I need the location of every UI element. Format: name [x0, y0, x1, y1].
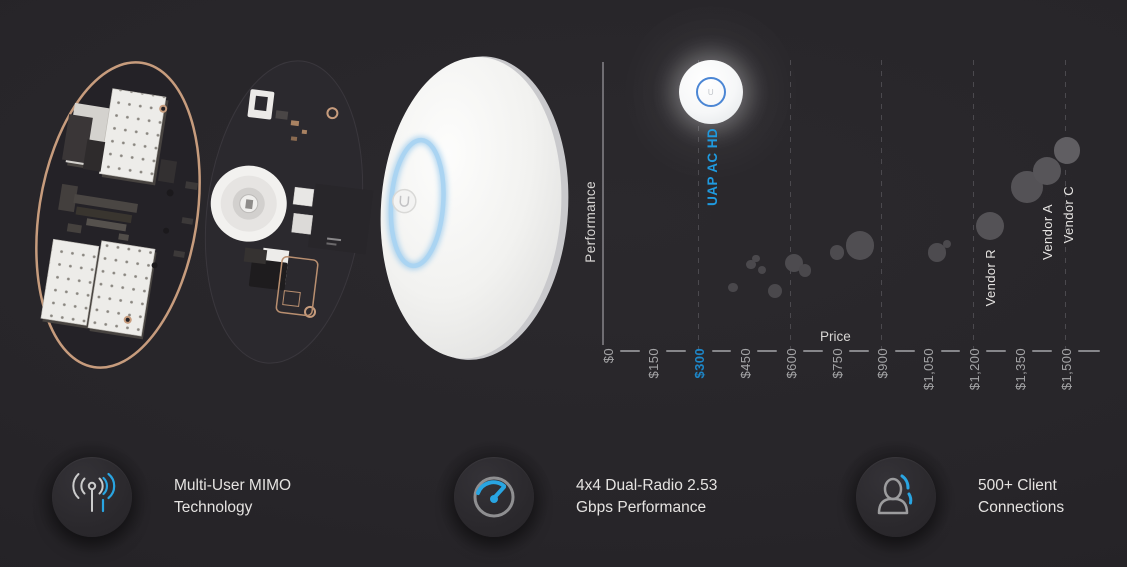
chart-gridline	[698, 60, 700, 352]
x-tick-label: $150	[646, 348, 662, 379]
x-tick-label: $0	[600, 348, 616, 364]
competitor-bubble	[784, 253, 803, 272]
competitor-bubble	[927, 243, 947, 262]
competitor-bubble	[752, 254, 760, 263]
competitor-bubble	[746, 259, 756, 270]
x-axis-dash	[986, 350, 1007, 352]
feature-mimo: Multi-User MIMO Technology	[34, 439, 291, 555]
x-axis-label: Price	[820, 329, 851, 344]
price-performance-chart: Performance Price $0 $150 $300 $450 $600 $750…	[583, 60, 1100, 391]
exploded-device-image	[35, 56, 569, 369]
ubiquiti-logo-button	[392, 188, 417, 214]
competitor-bubble	[758, 266, 767, 275]
feature-mimo-line1: Multi-User MIMO	[174, 476, 292, 494]
x-axis-dash	[803, 350, 823, 352]
device-white-dome-cover	[380, 56, 569, 360]
y-axis-line	[602, 62, 604, 345]
x-axis-dash	[620, 350, 640, 352]
chart-plot-layer: $0 $150 $300 $450 $600 $750 $900 $1,050 $1,200 $1…	[600, 60, 1100, 391]
x-tick-label: $450	[737, 348, 753, 379]
x-axis-dash	[849, 350, 869, 352]
wireless-antenna-mimo-icon	[72, 472, 116, 513]
feature-mimo-line2: Technology	[174, 499, 253, 516]
product-marker-uap-ac-hd: U	[678, 60, 743, 125]
feature-performance-line1: 4x4 Dual-Radio 2.53	[576, 476, 718, 494]
competitor-bubble	[975, 212, 1004, 241]
x-axis-dash	[711, 350, 732, 352]
chart-gridline	[789, 60, 791, 352]
x-tick-label: $1,500	[1058, 348, 1074, 391]
vendor-label: Vendor R	[983, 249, 999, 307]
x-tick-label: $750	[829, 348, 845, 379]
feature-clients-line2: Connections	[978, 499, 1065, 516]
product-marker-led-ring: U	[695, 77, 726, 108]
x-axis-dash	[1032, 350, 1052, 352]
chart-gridline	[881, 60, 883, 352]
vendor-label: Vendor A	[1040, 203, 1056, 260]
chart-gridline	[972, 60, 974, 352]
feature-performance-line2: Gbps Performance	[576, 499, 707, 516]
x-tick-label: $900	[875, 348, 891, 379]
competitor-bubble	[1032, 156, 1061, 185]
chart-gridline	[1064, 60, 1066, 352]
competitor-bubble	[829, 245, 845, 260]
competitor-bubble	[767, 283, 782, 298]
x-tick-label: $600	[783, 348, 799, 379]
device-main-pcb-layer	[204, 60, 374, 364]
x-tick-label: $1,200	[966, 348, 982, 391]
x-axis-dash	[894, 350, 915, 352]
x-axis-dash	[665, 350, 686, 352]
feature-performance: 4x4 Dual-Radio 2.53 Gbps Performance	[436, 439, 717, 555]
feature-clients: 500+ Client Connections	[838, 439, 1064, 555]
x-tick-label: $1,050	[921, 348, 937, 391]
competitor-bubble	[1053, 137, 1081, 164]
device-antenna-pcb-layer	[35, 61, 201, 369]
competitor-bubble	[798, 263, 812, 277]
product-marker-logo: U	[707, 87, 714, 97]
x-axis-dash	[1078, 350, 1100, 352]
blue-led-ring	[388, 137, 446, 269]
x-tick-label: $1,350	[1012, 348, 1028, 391]
competitor-bubble	[845, 231, 875, 260]
speedometer-icon	[473, 476, 515, 518]
feature-clients-line1: 500+ Client	[978, 476, 1057, 494]
competitor-bubble	[942, 239, 952, 249]
x-axis-dash	[940, 350, 961, 352]
product-label: UAP AC HD	[704, 128, 720, 206]
client-connections-icon	[877, 474, 913, 515]
competitor-bubble	[728, 283, 738, 293]
x-tick-label: $300	[692, 348, 708, 379]
vendor-label: Vendor C	[1060, 185, 1076, 244]
x-axis-dash	[757, 350, 778, 352]
